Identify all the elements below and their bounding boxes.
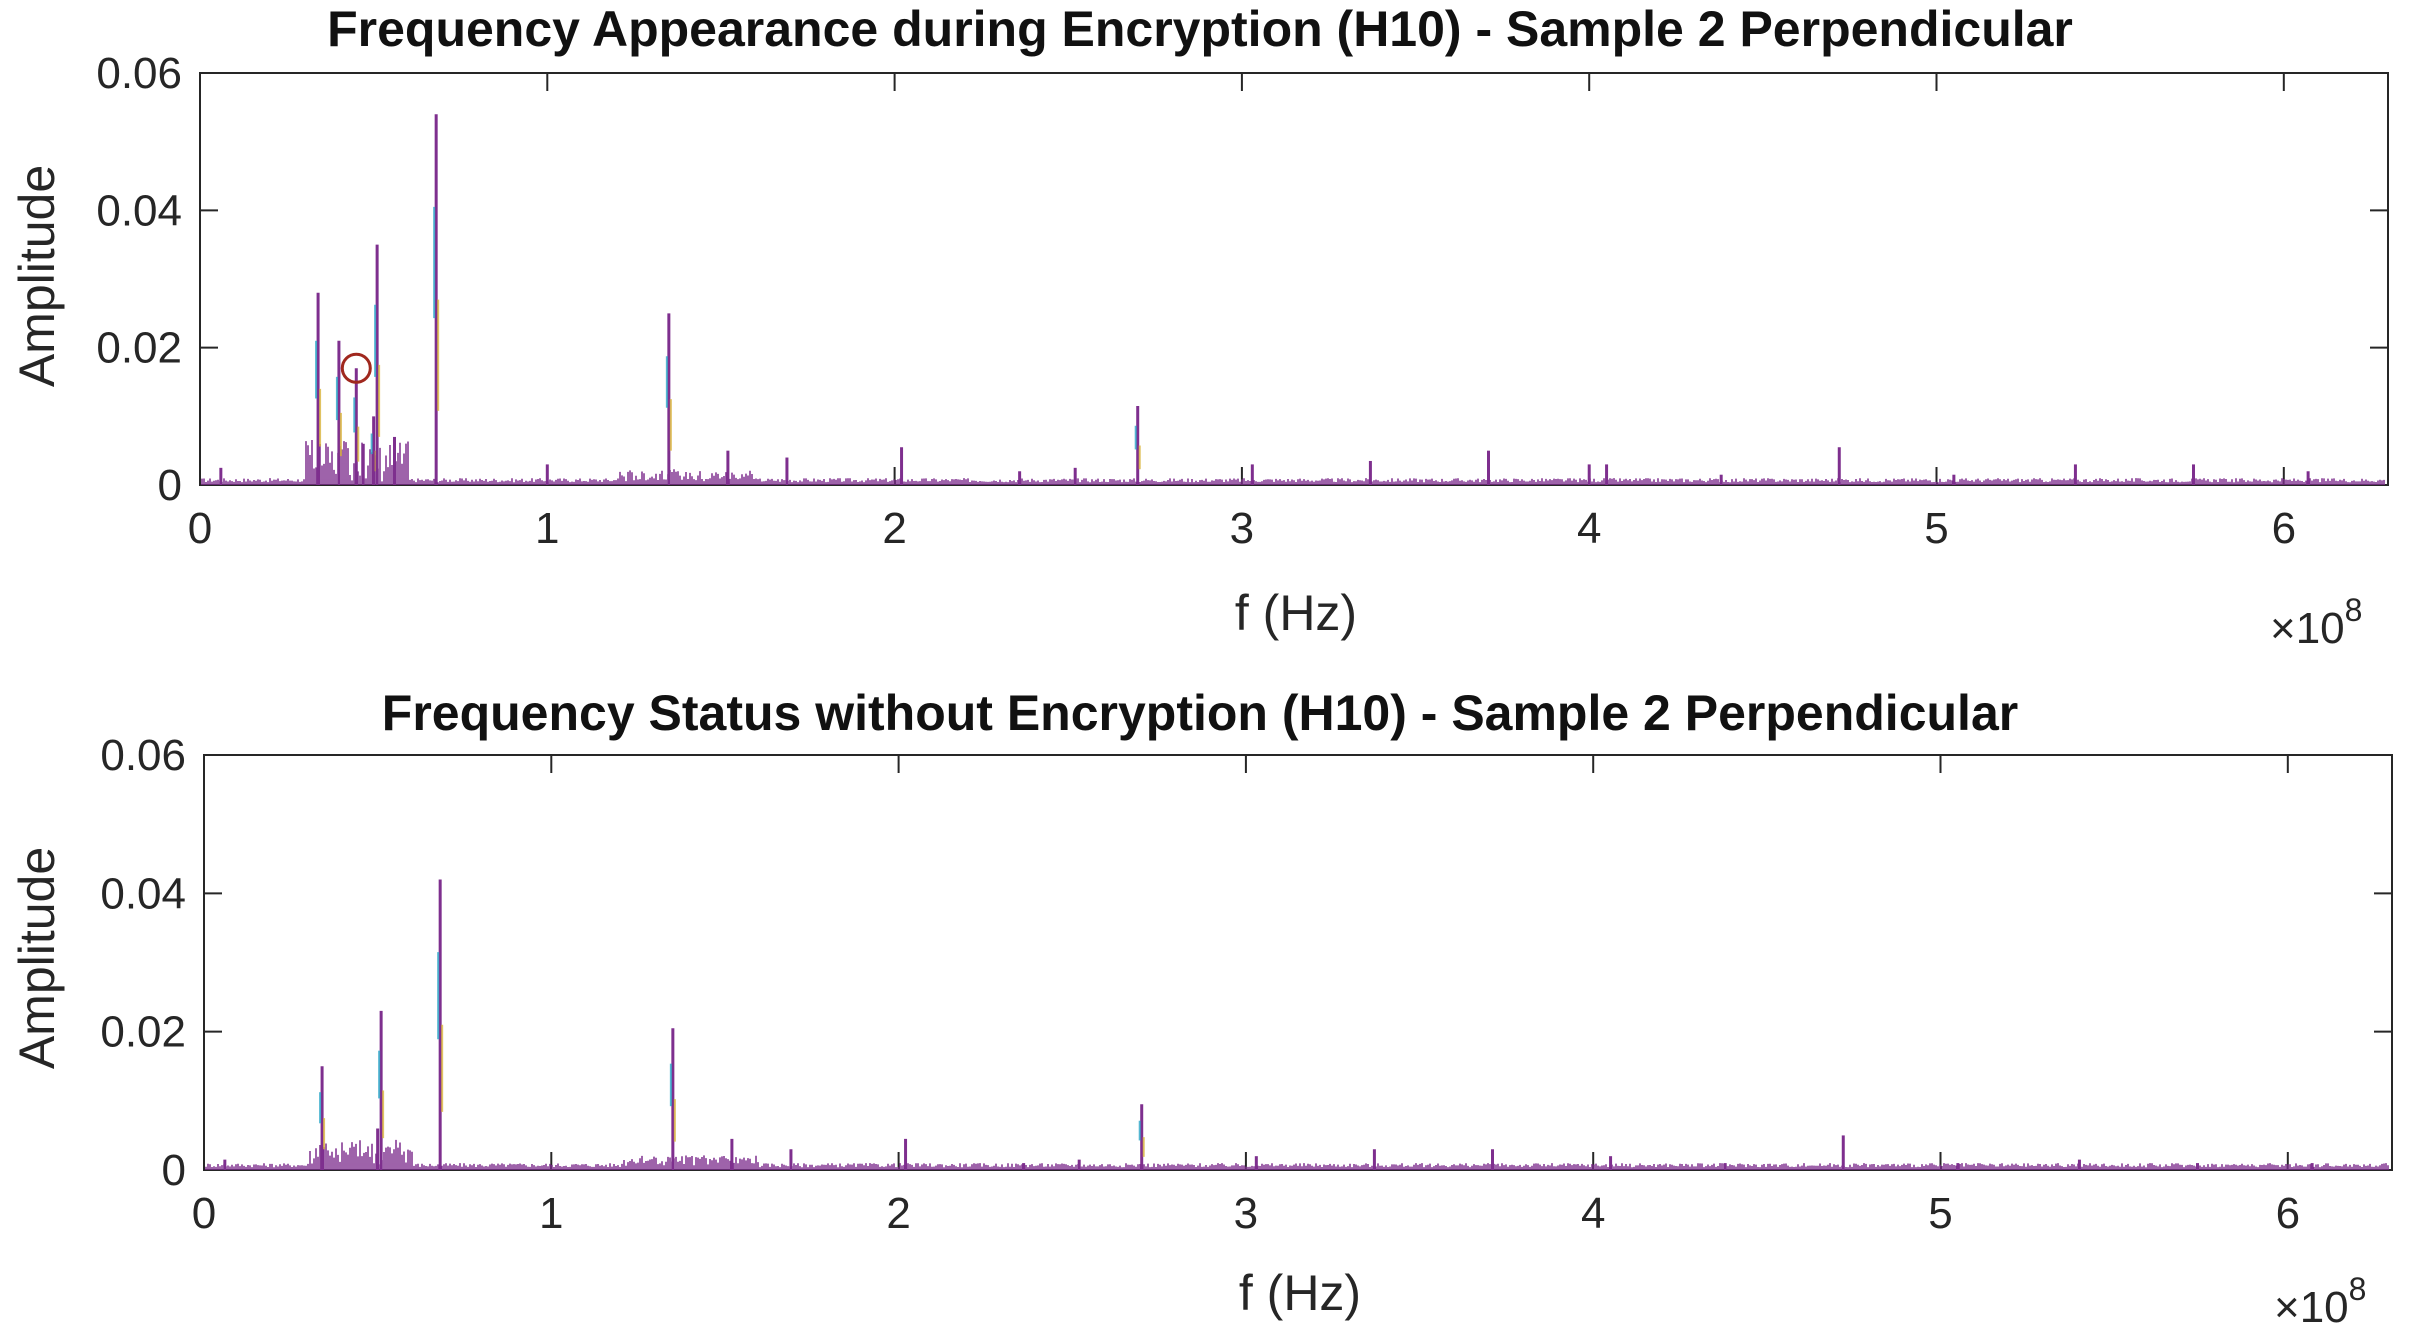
y-tick-label: 0.04 xyxy=(96,186,182,235)
y-tick-label: 0.02 xyxy=(96,324,182,373)
x-tick-label: 3 xyxy=(1230,504,1254,553)
x-tick-label: 5 xyxy=(1928,1189,1952,1238)
chart-title: Frequency Status without Encryption (H10… xyxy=(382,685,2018,741)
y-tick-label: 0.02 xyxy=(100,1008,186,1057)
x-axis-label: f (Hz) xyxy=(1239,1265,1361,1321)
x-tick-label: 6 xyxy=(2276,1189,2300,1238)
x-multiplier: ×108 xyxy=(2274,1271,2366,1332)
x-tick-label: 4 xyxy=(1581,1189,1605,1238)
y-tick-label: 0.06 xyxy=(100,731,186,780)
x-multiplier: ×108 xyxy=(2270,592,2362,653)
x-tick-label: 1 xyxy=(539,1189,563,1238)
y-axis-label: Amplitude xyxy=(9,847,65,1069)
x-tick-label: 2 xyxy=(886,1189,910,1238)
x-tick-label: 3 xyxy=(1234,1189,1258,1238)
x-tick-label: 1 xyxy=(535,504,559,553)
noise-floor xyxy=(201,440,2385,485)
x-tick-label: 2 xyxy=(882,504,906,553)
y-tick-label: 0 xyxy=(162,1146,186,1195)
x-axis-label: f (Hz) xyxy=(1235,585,1357,641)
chart-title: Frequency Appearance during Encryption (… xyxy=(327,1,2073,57)
axes-box xyxy=(203,754,2393,1171)
x-tick-label: 5 xyxy=(1924,504,1948,553)
x-tick-label: 0 xyxy=(188,504,212,553)
x-tick-label: 4 xyxy=(1577,504,1601,553)
x-tick-label: 6 xyxy=(2272,504,2296,553)
top-panel: Frequency Appearance during Encryption (… xyxy=(9,1,2389,653)
axes-box xyxy=(199,72,2389,486)
y-axis-label: Amplitude xyxy=(9,165,65,387)
y-tick-label: 0 xyxy=(158,461,182,510)
y-tick-label: 0.04 xyxy=(100,869,186,918)
x-tick-label: 0 xyxy=(192,1189,216,1238)
noise-floor xyxy=(205,1139,2389,1170)
highlight-marker xyxy=(340,352,372,384)
bottom-panel: Frequency Status without Encryption (H10… xyxy=(9,685,2393,1332)
y-tick-label: 0.06 xyxy=(96,49,182,98)
